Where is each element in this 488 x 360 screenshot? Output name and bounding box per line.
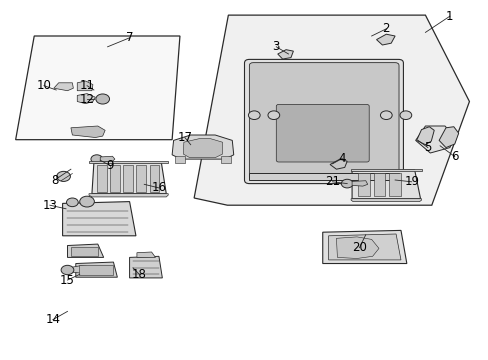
Circle shape [57,171,70,181]
Text: 9: 9 [106,159,114,172]
Polygon shape [438,127,458,148]
Text: 20: 20 [351,241,366,254]
Bar [136,165,146,192]
Text: 17: 17 [177,131,192,144]
Circle shape [267,111,279,120]
Polygon shape [351,181,367,186]
Circle shape [80,196,94,207]
Polygon shape [89,194,168,197]
Text: 8: 8 [51,174,59,186]
Text: 7: 7 [125,31,133,44]
Text: 15: 15 [60,274,75,287]
Polygon shape [376,34,394,45]
Circle shape [91,155,102,163]
Polygon shape [72,266,90,274]
Polygon shape [194,15,468,205]
Text: 13: 13 [42,199,57,212]
Bar [71,247,98,256]
Text: 18: 18 [132,268,146,281]
Bar [97,165,106,192]
Bar [357,173,369,196]
Polygon shape [100,156,115,162]
Circle shape [61,265,74,275]
Circle shape [66,198,78,207]
Circle shape [399,111,411,120]
FancyBboxPatch shape [249,63,398,180]
Polygon shape [277,50,293,59]
Polygon shape [416,127,433,145]
Polygon shape [221,156,230,163]
Polygon shape [351,170,420,199]
Polygon shape [92,163,166,194]
Text: 16: 16 [151,181,166,194]
FancyBboxPatch shape [244,59,403,184]
FancyBboxPatch shape [276,104,368,162]
Bar [110,165,120,192]
Polygon shape [54,83,73,91]
Polygon shape [415,126,454,153]
Text: 12: 12 [80,93,94,106]
Polygon shape [322,230,406,264]
Polygon shape [77,94,95,104]
Polygon shape [329,159,346,169]
Polygon shape [350,169,421,171]
Polygon shape [350,199,421,202]
Polygon shape [137,252,155,257]
Text: 5: 5 [423,141,431,154]
Bar [373,173,385,196]
Text: 21: 21 [325,175,339,188]
Polygon shape [71,126,105,138]
Circle shape [341,179,352,188]
Polygon shape [16,36,180,140]
Text: 19: 19 [404,175,418,188]
Bar [123,165,133,192]
Polygon shape [183,139,222,158]
Text: 2: 2 [382,22,389,35]
Text: 10: 10 [37,79,51,92]
Text: 6: 6 [450,150,458,163]
Text: 1: 1 [445,10,453,23]
Polygon shape [67,244,103,257]
Circle shape [248,111,260,120]
Text: 3: 3 [272,40,280,53]
Polygon shape [328,234,400,260]
Polygon shape [77,81,93,91]
Polygon shape [89,161,168,163]
Bar [388,173,400,196]
Text: 14: 14 [45,313,60,326]
Text: 11: 11 [80,79,94,92]
Circle shape [380,111,391,120]
Polygon shape [129,256,162,278]
Bar [79,265,113,275]
Text: 4: 4 [338,152,346,165]
Circle shape [96,94,109,104]
Polygon shape [175,156,184,163]
Polygon shape [336,237,378,258]
Polygon shape [249,173,398,180]
Polygon shape [76,262,117,277]
Polygon shape [62,202,136,236]
Polygon shape [172,135,233,159]
Bar [149,165,159,192]
